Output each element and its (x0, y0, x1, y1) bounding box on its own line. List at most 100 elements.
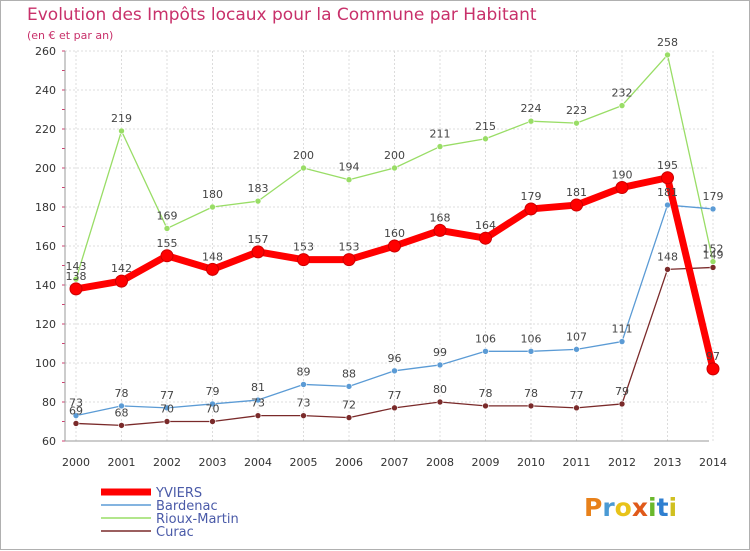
logo-letter: o (614, 493, 632, 522)
data-point-yviers (251, 245, 265, 259)
data-label: 77 (160, 389, 174, 402)
x-tick-label: 2001 (108, 456, 136, 469)
x-tick-label: 2004 (244, 456, 272, 469)
data-point-bardenac (254, 396, 262, 404)
data-label: 138 (66, 270, 87, 283)
data-point-rioux-martin (482, 135, 489, 143)
chart-subtitle: (en € et par an) (27, 29, 114, 42)
data-point-bardenac (436, 361, 444, 369)
legend-label: YVIERS (155, 486, 202, 501)
data-label: 215 (475, 120, 496, 133)
data-point-yviers (524, 202, 538, 216)
data-point-curac (482, 402, 489, 410)
data-point-curac (163, 418, 171, 425)
x-tick-label: 2012 (608, 456, 636, 469)
x-tick-label: 2000 (62, 456, 90, 469)
data-point-bardenac (118, 402, 125, 410)
data-point-bardenac (209, 400, 216, 408)
y-tick-label: 100 (35, 357, 56, 370)
legend-label: Curac (156, 525, 194, 540)
data-point-rioux-martin (664, 51, 671, 59)
data-point-yviers (388, 239, 401, 253)
data-point-bardenac (527, 347, 535, 355)
data-label: 179 (703, 190, 724, 203)
y-tick-label: 140 (35, 279, 56, 292)
data-label: 97 (706, 350, 720, 363)
y-tick-label: 220 (35, 123, 56, 136)
logo-letter: i (648, 493, 657, 522)
x-tick-label: 2014 (699, 456, 727, 469)
data-point-bardenac (709, 205, 717, 213)
data-label: 155 (157, 237, 178, 250)
data-label: 223 (566, 104, 587, 117)
data-point-rioux-martin (345, 176, 353, 183)
data-label: 70 (160, 403, 174, 416)
data-point-yviers (706, 362, 720, 376)
data-point-curac (118, 422, 125, 429)
data-label: 81 (251, 381, 265, 394)
y-tick-label: 120 (35, 318, 56, 331)
y-tick-label: 80 (42, 396, 56, 409)
data-point-bardenac (345, 383, 353, 390)
x-tick-label: 2006 (335, 456, 363, 469)
x-tick-label: 2013 (654, 456, 682, 469)
proxiti-logo: Proxiti (584, 493, 677, 522)
data-label: 164 (475, 219, 496, 232)
data-label: 211 (430, 128, 451, 141)
data-label: 77 (570, 389, 584, 402)
data-point-curac (209, 418, 216, 425)
data-label: 219 (111, 112, 132, 125)
data-point-yviers (297, 253, 310, 267)
data-point-yviers (206, 262, 219, 276)
data-label: 160 (384, 227, 405, 240)
data-label: 179 (521, 190, 542, 203)
y-tick-label: 240 (35, 84, 56, 97)
data-point-yviers (342, 253, 356, 267)
logo-letter: i (668, 493, 678, 522)
data-label: 183 (248, 182, 269, 195)
data-label: 200 (384, 149, 405, 162)
data-point-curac (618, 400, 626, 408)
data-label: 72 (342, 399, 356, 412)
y-tick-label: 180 (35, 201, 56, 214)
data-label: 258 (657, 36, 678, 49)
data-label: 148 (657, 250, 678, 263)
x-tick-label: 2005 (290, 456, 318, 469)
data-point-curac (664, 266, 671, 273)
data-label: 152 (703, 243, 724, 256)
data-point-bardenac (482, 347, 489, 355)
data-label: 69 (69, 404, 83, 417)
data-label: 232 (612, 87, 633, 100)
logo-letter: t (656, 493, 669, 522)
data-label: 148 (202, 250, 223, 263)
data-point-yviers (661, 171, 674, 185)
data-point-rioux-martin (163, 225, 171, 232)
data-point-curac (709, 264, 717, 271)
data-point-rioux-martin (527, 117, 535, 125)
data-point-curac (72, 420, 80, 427)
data-label: 194 (339, 161, 360, 174)
data-label: 79 (206, 385, 220, 398)
data-label: 181 (566, 186, 587, 199)
data-point-bardenac (573, 346, 580, 353)
data-label: 70 (206, 403, 220, 416)
data-label: 106 (521, 332, 542, 345)
data-point-rioux-martin (436, 143, 444, 150)
x-tick-label: 2007 (381, 456, 409, 469)
data-point-curac (391, 404, 398, 412)
data-point-curac (345, 414, 353, 421)
data-label: 157 (248, 233, 269, 246)
data-point-yviers (479, 231, 492, 245)
data-label: 200 (293, 149, 314, 162)
data-label: 168 (430, 211, 451, 224)
data-label: 78 (479, 387, 493, 400)
logo-letter: P (584, 493, 603, 522)
y-tick-label: 260 (35, 45, 56, 58)
data-label: 107 (566, 330, 587, 343)
data-label: 224 (521, 102, 542, 115)
data-label: 181 (657, 186, 678, 199)
data-label: 79 (615, 385, 629, 398)
y-tick-label: 60 (42, 435, 56, 448)
x-tick-label: 2002 (153, 456, 181, 469)
